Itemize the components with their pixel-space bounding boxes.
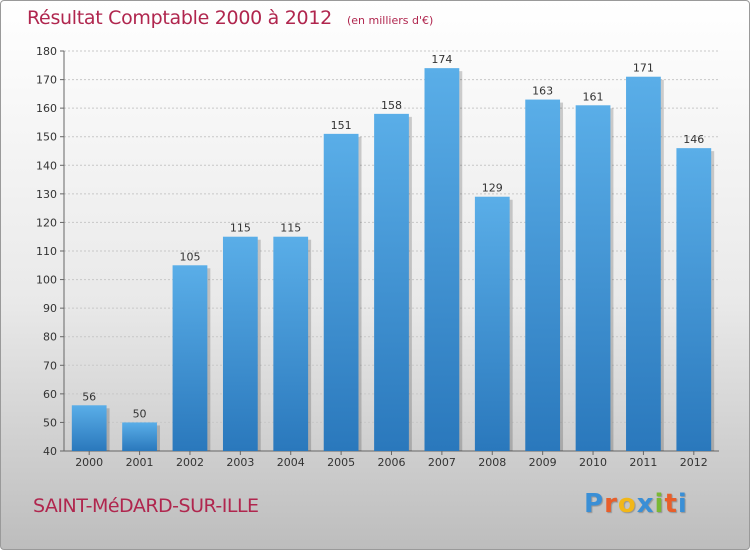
logo-letter: i: [654, 489, 665, 519]
bar: [323, 133, 359, 451]
y-tick-label: 180: [36, 45, 57, 58]
value-label: 161: [583, 90, 604, 103]
value-label: 50: [133, 407, 147, 420]
value-label: 146: [683, 133, 704, 146]
bar: [474, 196, 510, 451]
bars: [71, 68, 715, 452]
logo-letter: i: [677, 489, 688, 519]
bar: [273, 236, 309, 451]
logo-letter: x: [636, 489, 655, 519]
logo-letter: t: [664, 489, 678, 519]
y-tick-label: 110: [36, 245, 57, 258]
proxiti-logo: Proxiti: [584, 489, 688, 519]
y-tick-label: 50: [43, 416, 57, 429]
y-tick-label: 120: [36, 216, 57, 229]
logo-letter: P: [584, 489, 605, 519]
y-tick-label: 140: [36, 159, 57, 172]
y-tick-label: 160: [36, 102, 57, 115]
x-tick-label: 2006: [378, 456, 406, 469]
value-label: 151: [331, 119, 352, 132]
bar: [122, 422, 157, 451]
value-label: 163: [532, 85, 553, 98]
x-tick-label: 2005: [327, 456, 355, 469]
bar: [222, 236, 258, 451]
commune-name: SAINT-MéDARD-SUR-ILLE: [33, 495, 259, 517]
x-tick-label: 2007: [428, 456, 456, 469]
bar: [676, 148, 712, 451]
y-tick-label: 70: [43, 359, 57, 372]
y-tick-label: 60: [43, 388, 57, 401]
chart-title: Résultat Comptable 2000 à 2012: [27, 7, 332, 29]
value-label: 56: [82, 390, 96, 403]
x-tick-label: 2010: [579, 456, 607, 469]
value-label: 105: [179, 250, 200, 263]
x-tick-label: 2009: [529, 456, 557, 469]
x-tick-label: 2004: [277, 456, 305, 469]
chart-subtitle: (en milliers d'€): [346, 14, 434, 27]
bar: [71, 405, 107, 451]
value-label: 174: [431, 53, 452, 66]
x-tick-label: 2001: [126, 456, 154, 469]
logo-letter: r: [604, 489, 618, 519]
bar: [172, 265, 208, 451]
bar: [626, 76, 661, 451]
value-label: 115: [280, 222, 301, 235]
x-tick-label: 2011: [629, 456, 657, 469]
logo-letter: o: [617, 489, 637, 519]
value-label: 129: [482, 182, 503, 195]
y-tick-label: 130: [36, 188, 57, 201]
x-tick-label: 2008: [478, 456, 506, 469]
value-label: 171: [633, 62, 654, 75]
title-row: Résultat Comptable 2000 à 2012 (en milli…: [27, 7, 433, 29]
x-tick-label: 2012: [680, 456, 708, 469]
value-label: 115: [230, 222, 251, 235]
x-tick-label: 2002: [176, 456, 204, 469]
y-tick-label: 150: [36, 131, 57, 144]
value-label: 158: [381, 99, 402, 112]
bar: [525, 99, 561, 452]
y-tick-label: 100: [36, 274, 57, 287]
labels: 40 50 60 70 80 90 100 110 120 130 140 150 160 170 180 5…: [36, 45, 708, 469]
bar: [424, 68, 460, 452]
y-tick-label: 170: [36, 74, 57, 87]
y-tick-label: 80: [43, 331, 57, 344]
x-tick-label: 2000: [75, 456, 103, 469]
y-tick-label: 40: [43, 445, 57, 458]
bar: [374, 113, 409, 451]
bar: [575, 105, 611, 452]
y-tick-label: 90: [43, 302, 57, 315]
x-tick-label: 2003: [226, 456, 254, 469]
